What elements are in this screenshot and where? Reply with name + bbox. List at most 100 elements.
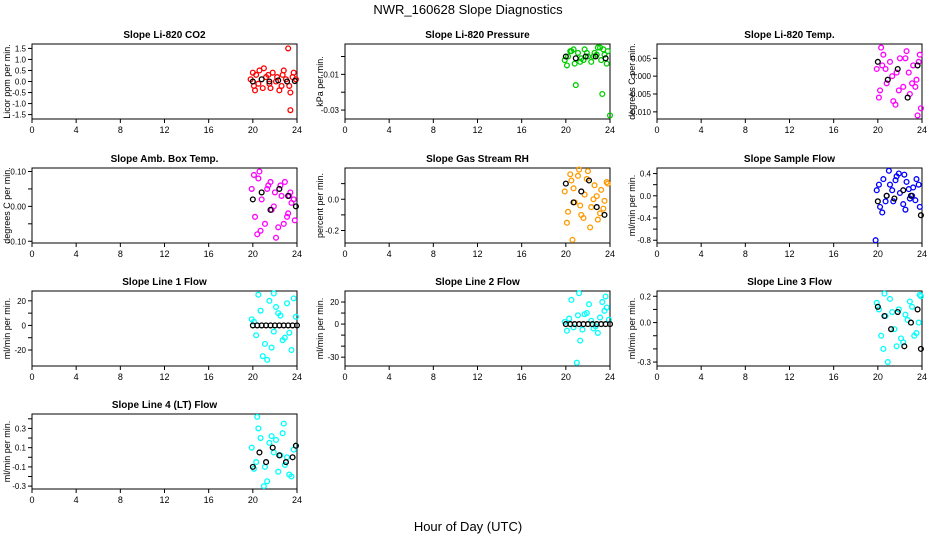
panel-slope-li-820-temp-sample-point [873,65,880,73]
panel-slope-amb-box-temp-sample-point [267,178,274,186]
panel-slope-amb-box-temp-reference-point [249,196,256,203]
panel-slope-amb-box-temp-sample-point [272,234,280,241]
panel-slope-line-4-lt-flow-x-tick-label: 12 [159,495,169,505]
panel-slope-li-820-pressure-sample-point [588,58,595,65]
panel-slope-li-820-pressure-sample-point [567,48,574,55]
panel-slope-line-1-flow-sample-point [268,344,275,351]
panel-slope-line-4-lt-flow-y-tick-label: 0.3 [15,424,27,433]
panel-slope-sample-flow-sample-point [913,176,920,183]
panel-slope-li-820-pressure: Slope Li-820 Pressure kPa per min. 0 4 8 12 16… [315,30,615,135]
panel-slope-amb-box-temp-reference-point [267,206,274,213]
panel-slope-line-3-flow-y-tick-label: 0.0 [640,319,652,328]
panel-slope-li-820-co2-x-tick-label: 16 [204,125,214,135]
panel-slope-li-820-temp-sample-point [892,101,899,108]
panel-slope-li-820-co2-sample-point [287,89,294,96]
panel-slope-gas-stream-rh-reference-point [578,188,585,195]
panel-slope-amb-box-temp-sample-point [248,185,255,192]
panel-slope-line-2-flow-y-tick-label: 20 [330,298,339,307]
panel-slope-li-820-temp-sample-point [886,58,894,65]
panel-slope-li-820-pressure-sample-point [584,53,591,60]
panel-slope-li-820-temp-sample-point [902,55,909,62]
panel-slope-li-820-pressure-sample-point [563,62,570,69]
panel-slope-li-820-temp-frame [656,43,923,120]
panel-slope-line-3-flow-reference-point [874,303,881,310]
panel-slope-amb-box-temp: Slope Amb. Box Temp. degrees C per min. 0 4… [2,154,302,259]
panel-slope-li-820-pressure-reference-point [562,53,569,60]
panel-slope-li-820-pressure-sample-point [594,44,601,51]
panel-slope-gas-stream-rh: Slope Gas Stream RH percent per min. 0 4 8 12… [315,154,615,259]
panel-slope-li-820-pressure-reference-point [582,53,589,60]
panel-slope-li-820-co2-y-tick-label: -1.0 [12,100,26,109]
panel-slope-li-820-temp-sample-point [880,51,887,58]
panel-slope-li-820-temp-reference-point [874,58,881,65]
panel-slope-line-2-flow-y-tick-label: 0 [335,320,340,329]
panel-slope-li-820-co2-reference-point [249,78,256,85]
panel-slope-line-4-lt-flow-x-tick-label: 4 [74,495,79,505]
panel-slope-li-820-pressure-sample-point [583,49,590,56]
panel-slope-li-820-co2-x-tick-label: 20 [248,125,258,135]
panel-slope-line-3-flow-sample-point [906,298,913,305]
panel-slope-line-1-flow-x-tick-label: 0 [29,372,34,382]
panel-slope-sample-flow-sample-point [916,203,923,210]
panel-slope-li-820-temp-sample-point [889,73,896,80]
panel-slope-li-820-temp-y-tick-label: -0.005 [628,90,651,99]
panel-slope-line-1-flow: Slope Line 1 Flow ml/min per min. 0 4 8 12 16 2… [2,277,302,382]
panel-slope-li-820-temp-sample-point [895,87,902,94]
panel-slope-li-820-temp-sample-point [909,80,916,87]
panel-slope-gas-stream-rh-sample-point [584,168,591,175]
panel-slope-line-1-flow-y-tick-label: -20 [14,346,26,355]
panel-slope-line-1-flow-x-tick-label: 4 [74,372,79,382]
panel-slope-li-820-pressure-sample-point [599,90,606,98]
panel-slope-li-820-pressure-sample-point [601,51,608,58]
panel-slope-line-2-flow-x-tick-label: 12 [472,372,482,382]
panel-slope-sample-flow-y-tick-label: 0.0 [640,192,652,201]
panel-slope-li-820-pressure-x-tick-label: 12 [472,125,482,135]
panel-slope-line-2-flow-sample-point [577,337,584,344]
panel-slope-line-2-flow-sample-point [602,293,609,300]
panel-slope-li-820-temp-sample-point [876,87,884,94]
panel-slope-li-820-pressure-title: Slope Li-820 Pressure [425,30,530,41]
panel-slope-gas-stream-rh-sample-point [591,182,598,189]
panel-slope-line-4-lt-flow-y-tick-label: 0.1 [15,444,27,453]
panel-slope-sample-flow-sample-point [872,237,879,244]
panel-slope-line-3-flow-reference-point [894,309,901,316]
panel-slope-line-1-flow-sample-point [284,300,291,307]
panel-slope-line-4-lt-flow-sample-point [284,454,291,461]
panel-slope-line-3-flow-sample-point [878,332,885,339]
panel-slope-line-4-lt-flow-reference-point [292,442,299,449]
panel-slope-li-820-temp-reference-point [894,65,901,73]
panel-slope-sample-flow-sample-point [895,170,902,177]
panel-slope-li-820-co2-sample-point [274,74,281,81]
panel-slope-line-4-lt-flow-x-tick-label: 20 [248,495,258,505]
panel-slope-line-4-lt-flow-sample-point [281,461,288,469]
panel-slope-li-820-temp-x-tick-label: 24 [917,125,927,135]
panel-slope-line-4-lt-flow-sample-point [279,430,286,437]
panel-slope-amb-box-temp-sample-point [284,213,291,220]
panel-slope-line-1-flow-sample-point [292,313,299,320]
panel-slope-line-1-flow-sample-point [270,290,277,297]
panel-slope-li-820-co2-y-tick-label: -1.5 [12,111,26,120]
panel-slope-li-820-pressure-sample-point [574,49,582,56]
panel-slope-line-4-lt-flow-sample-point [254,413,261,420]
panel-slope-line-2-flow-x-tick-label: 4 [387,372,392,382]
panel-slope-li-820-co2-x-tick-label: 24 [292,125,302,135]
panel-slope-li-820-pressure-sample-point [561,57,568,64]
panel-slope-amb-box-temp-reference-point [276,185,283,192]
panel-slope-li-820-temp-sample-point [903,48,910,55]
panel-slope-line-2-flow-sample-point [588,317,595,324]
panel-slope-li-820-co2-sample-point [267,85,274,92]
panel-slope-sample-flow-reference-point [917,212,924,219]
panel-slope-sample-flow-reference-point [900,187,907,194]
panel-slope-li-820-temp-y-tick-label: -0.010 [628,108,651,117]
panel-slope-gas-stream-rh-sample-point [580,214,587,222]
panel-slope-sample-flow-sample-point [885,167,892,174]
panel-slope-gas-stream-rh-reference-point [562,180,569,187]
panel-slope-line-4-lt-flow-x-tick-label: 8 [118,495,123,505]
panel-slope-gas-stream-rh-sample-point [588,204,595,211]
panel-slope-li-820-pressure-y-tick-label: -0.01 [321,70,340,79]
panel-slope-line-3-flow-x-tick-label: 24 [917,372,927,382]
panel-slope-li-820-temp-x-tick-label: 4 [699,125,704,135]
panel-slope-amb-box-temp-x-tick-label: 4 [74,249,79,259]
panel-slope-line-3-flow-sample-point [909,303,916,310]
panel-slope-li-820-co2-x-tick-label: 4 [74,125,79,135]
